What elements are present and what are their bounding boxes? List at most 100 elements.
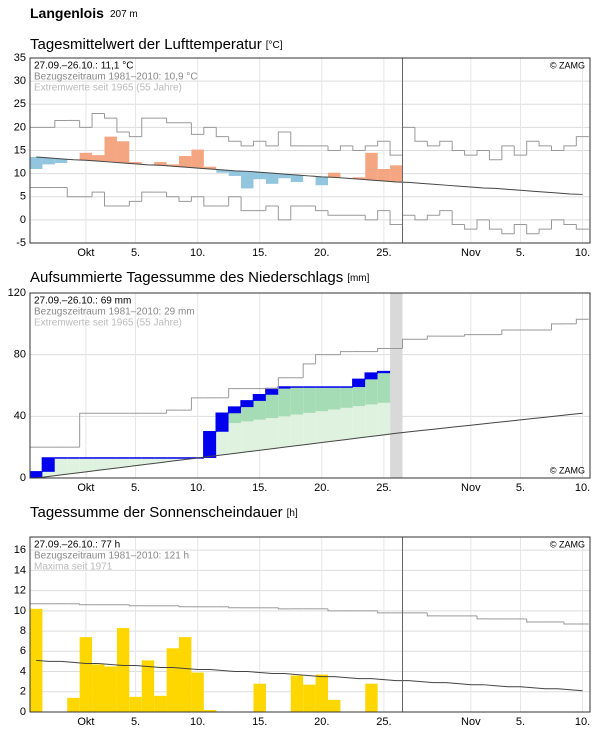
x-tick-label: Nov [461, 247, 481, 259]
normal-range-area [129, 457, 142, 466]
normal-range-area [303, 412, 316, 445]
x-tick-label: 20. [314, 482, 329, 494]
extreme-min-line [277, 206, 291, 221]
chart-unit: [h] [287, 508, 298, 519]
temperature-anomaly-bar [129, 162, 142, 164]
x-tick-label: 25. [376, 716, 391, 728]
normal-range-area [265, 418, 279, 449]
station-elevation: 207 m [110, 9, 138, 20]
y-tick-label: 120 [8, 287, 26, 299]
info-line: Bezugszeitraum 1981–2010: 10,9 °C [34, 72, 198, 83]
extreme-max-line [190, 122, 204, 135]
temperature-anomaly-bar [54, 158, 68, 163]
pending-day [390, 293, 403, 478]
info-line: 27.09.–26.10.: 11,1 °C [34, 61, 133, 72]
extreme-min-line [563, 219, 577, 225]
x-tick-label: 25. [376, 482, 391, 494]
extreme-max-line [476, 150, 490, 156]
chart-title-text: Tagesmittelwert der Lufttemperatur [30, 36, 262, 53]
temperature-anomaly-bar [377, 169, 391, 182]
extreme-max-line [228, 136, 242, 142]
normal-range-area [365, 404, 378, 437]
extreme-max-line [352, 145, 366, 151]
y-tick-label: 40 [14, 410, 26, 422]
normal-range-area [54, 457, 68, 475]
chart-title-text: Aufsummierte Tagessumme des Niederschlag… [30, 269, 343, 286]
above-range-area [377, 371, 391, 403]
normal-range-area [166, 457, 180, 462]
extreme-min-line [315, 206, 329, 212]
observed-sum-line [215, 412, 229, 432]
extreme-min-line [66, 187, 80, 198]
temperature-anomaly-bar [104, 136, 117, 163]
credit: © ZAMG [550, 60, 585, 70]
sunshine-bar [303, 684, 316, 712]
sunshine-bar [79, 637, 93, 712]
y-tick-label: 8 [20, 625, 26, 637]
normal-line [36, 412, 583, 479]
extreme-max-line [178, 605, 192, 608]
sunshine-bar [154, 695, 167, 712]
extreme-min-line [377, 210, 391, 220]
credit: © ZAMG [550, 539, 585, 549]
extreme-min-line [488, 219, 502, 230]
extreme-max-line [402, 338, 415, 349]
extreme-max-line [166, 409, 180, 414]
extreme-max-line [476, 615, 490, 620]
extreme-max-line [575, 318, 589, 324]
extreme-max-line [203, 126, 217, 135]
x-tick-label: 10. [190, 716, 205, 728]
x-tick-label: 20. [314, 716, 329, 728]
extreme-max-line [414, 127, 428, 142]
chart-unit: [°C] [266, 40, 283, 51]
temperature-anomaly-bar [154, 162, 167, 166]
normal-range-area [92, 457, 105, 471]
extreme-min-line [166, 192, 180, 198]
plot-frame [29, 57, 591, 244]
extreme-max-line [426, 141, 440, 147]
extreme-min-line [190, 196, 204, 202]
y-tick-label: 20 [14, 121, 26, 133]
extreme-max-line [551, 323, 564, 330]
temperature-anomaly-bar [116, 141, 130, 163]
extreme-max-line [339, 351, 353, 355]
sunshine-bar [166, 648, 180, 712]
extreme-min-line [228, 196, 242, 206]
normal-range-area [79, 457, 93, 472]
normal-range-area [328, 409, 341, 441]
above-range-area [253, 394, 266, 420]
extreme-max-line [377, 348, 391, 352]
extreme-min-line [178, 196, 192, 202]
extreme-max-line [563, 621, 577, 625]
extreme-max-line [190, 397, 204, 411]
above-range-area [328, 387, 341, 410]
observed-sum-line [252, 394, 266, 401]
extreme-min-line [91, 191, 105, 197]
x-tick-label: 10. [575, 247, 590, 259]
sunshine-bar [92, 664, 105, 712]
temperature-anomaly-bar [352, 177, 366, 180]
x-tick-label: 10. [575, 482, 590, 494]
daily-increment [30, 471, 43, 478]
extreme-max-line [128, 132, 142, 138]
y-tick-label: 10 [14, 168, 26, 180]
y-tick-label: 30 [14, 75, 26, 87]
sunshine-bar [315, 674, 329, 712]
daily-increment [278, 387, 291, 389]
extreme-min-line [513, 224, 527, 234]
temperature-anomaly-bar [290, 175, 304, 182]
extreme-max-line [526, 618, 540, 623]
extreme-min-line [426, 214, 440, 220]
extreme-max-line [377, 140, 391, 146]
extreme-max-line [451, 141, 465, 151]
temperature-anomaly-bar [265, 173, 279, 184]
daily-increment [352, 379, 366, 388]
normal-range-area [340, 407, 353, 440]
y-tick-label: 6 [20, 645, 26, 657]
above-range-area [365, 373, 378, 405]
observed-sum-line [227, 406, 242, 414]
extreme-min-line [551, 219, 564, 230]
observed-sum-line [352, 378, 366, 388]
normal-range-area [241, 421, 254, 452]
extreme-min-line [104, 192, 117, 207]
